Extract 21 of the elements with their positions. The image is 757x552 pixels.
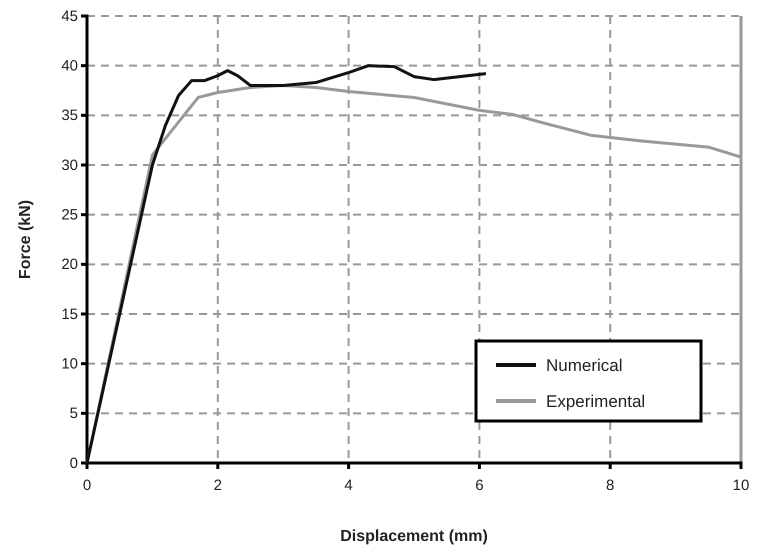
legend-label: Numerical: [546, 356, 623, 375]
y-tick-label: 5: [70, 405, 78, 422]
y-tick-label: 20: [61, 256, 78, 274]
y-axis-title: Force (kN): [17, 200, 34, 280]
y-tick-label: 45: [61, 8, 78, 25]
y-tick-label: 30: [61, 156, 78, 174]
x-tick-label: 4: [344, 477, 353, 494]
x-axis-title: Displacement (mm): [340, 528, 488, 545]
y-tick-label: 15: [61, 306, 78, 323]
y-tick-label: 40: [61, 57, 78, 74]
x-tick-label: 2: [214, 477, 222, 494]
y-tick-label: 0: [70, 454, 78, 472]
y-tick-label: 10: [61, 355, 78, 372]
x-tick-label: 6: [475, 477, 484, 494]
line-series: [86, 64, 488, 464]
x-tick-label: 8: [606, 477, 614, 494]
legend-label: Experimental: [546, 392, 646, 411]
y-tick-label: 35: [61, 107, 78, 124]
x-tick-label: 10: [732, 477, 750, 494]
x-tick-label: 0: [82, 477, 92, 494]
y-tick-label: 25: [61, 206, 78, 224]
